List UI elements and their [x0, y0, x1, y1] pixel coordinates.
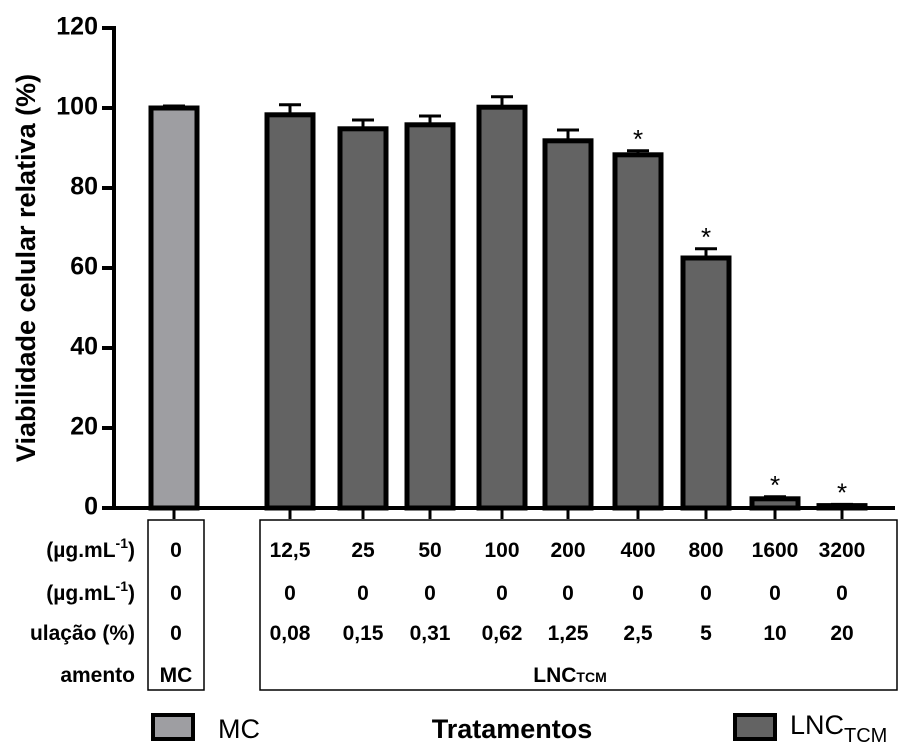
bar: [476, 104, 528, 511]
bar-group: [337, 118, 389, 519]
lnc-table-cell: 0: [424, 582, 436, 605]
lnc-table-cell: 0: [700, 582, 712, 605]
bar: [404, 122, 456, 511]
bar: [264, 112, 316, 511]
mc-table-cell: 0: [170, 622, 182, 645]
mc-table-cell: 0: [170, 582, 182, 605]
legend-swatch-mc: [151, 713, 195, 741]
table-row-label: ulação (%): [30, 622, 135, 645]
legend-label-lnc: LNCTCM: [790, 710, 887, 744]
lnc-table-cell: 0: [562, 582, 574, 605]
lnc-table-cell: 0: [836, 582, 848, 605]
bar-group: [148, 104, 200, 519]
lnc-table-cell: 0: [357, 582, 369, 605]
lnc-table-cell: 20: [830, 622, 853, 645]
table-row-label: amento: [60, 664, 135, 687]
bar: [680, 255, 732, 511]
y-tick-label: 40: [70, 333, 98, 361]
bar-group: *: [612, 124, 664, 519]
legend: MC Tratamentos LNCTCM: [151, 710, 887, 744]
y-ticks: 0 20 40 60 80 100 120: [56, 13, 114, 521]
lnc-table-cell: 12,5: [270, 539, 311, 562]
lnc-table-cell: 25: [351, 539, 375, 562]
bar: [337, 126, 389, 511]
bar-group: *: [816, 477, 868, 519]
y-tick-label: 120: [56, 13, 98, 41]
y-tick-label: 100: [56, 93, 98, 121]
mc-table-cell: 0: [170, 539, 182, 562]
y-tick-label: 60: [70, 253, 98, 281]
bars: * * * *: [148, 95, 868, 519]
lnc-table-cell: 100: [484, 539, 519, 562]
table-row-labels: (µg.mL-1) (µg.mL-1) ulação (%) amento: [30, 535, 135, 687]
significance-star: *: [770, 470, 780, 500]
y-tick-label: 0: [84, 493, 98, 521]
lnc-table-cell: 1600: [752, 539, 799, 562]
bar-group: [476, 95, 528, 519]
lnc-table-cell: 0,31: [410, 622, 451, 645]
bar-group: [404, 114, 456, 519]
lnc-table-cell: 3200: [819, 539, 866, 562]
lnc-table-cell: 0,15: [343, 622, 384, 645]
significance-star: *: [633, 124, 643, 154]
bar: [749, 496, 801, 511]
significance-star: *: [837, 477, 847, 507]
lnc-table-cell: 1,25: [548, 622, 589, 645]
bar: [542, 138, 594, 511]
lnc-table-cell: 0: [284, 582, 296, 605]
lnc-table-cell: 800: [688, 539, 723, 562]
bar: [148, 105, 200, 511]
y-tick-label: 80: [70, 173, 98, 201]
bar-group: [542, 128, 594, 519]
lnc-group-label: LNCTCM: [533, 664, 607, 687]
lnc-table-cell: 5: [700, 622, 712, 645]
lnc-table-box: [259, 519, 898, 691]
bar: [612, 152, 664, 511]
lnc-table-cell: 200: [550, 539, 585, 562]
lnc-table-cell: 400: [620, 539, 655, 562]
table-row-label: (µg.mL-1): [46, 535, 135, 562]
significance-star: *: [701, 222, 711, 252]
legend-title: Tratamentos: [432, 714, 593, 744]
lnc-table-cell: 0: [496, 582, 508, 605]
bar-group: [264, 103, 316, 519]
mc-table-cell: MC: [160, 664, 193, 687]
mc-table-box: [147, 519, 205, 691]
legend-label-mc: MC: [218, 714, 260, 744]
y-axis-label: Viabilidade celular relativa (%): [11, 74, 41, 462]
lnc-table-cell: 0,62: [482, 622, 523, 645]
bar-group: *: [680, 222, 732, 519]
legend-swatch-lnc: [733, 713, 777, 741]
lnc-table-cell: 10: [763, 622, 786, 645]
lnc-table-cell: 50: [418, 539, 441, 562]
bar-group: *: [749, 470, 801, 519]
table-row-label: (µg.mL-1): [46, 578, 135, 605]
y-tick-label: 20: [70, 413, 98, 441]
lnc-table-cell: 0: [632, 582, 644, 605]
lnc-table-cell: 2,5: [623, 622, 653, 645]
lnc-table-cell: 0,08: [270, 622, 311, 645]
lnc-table-cell: 0: [769, 582, 781, 605]
